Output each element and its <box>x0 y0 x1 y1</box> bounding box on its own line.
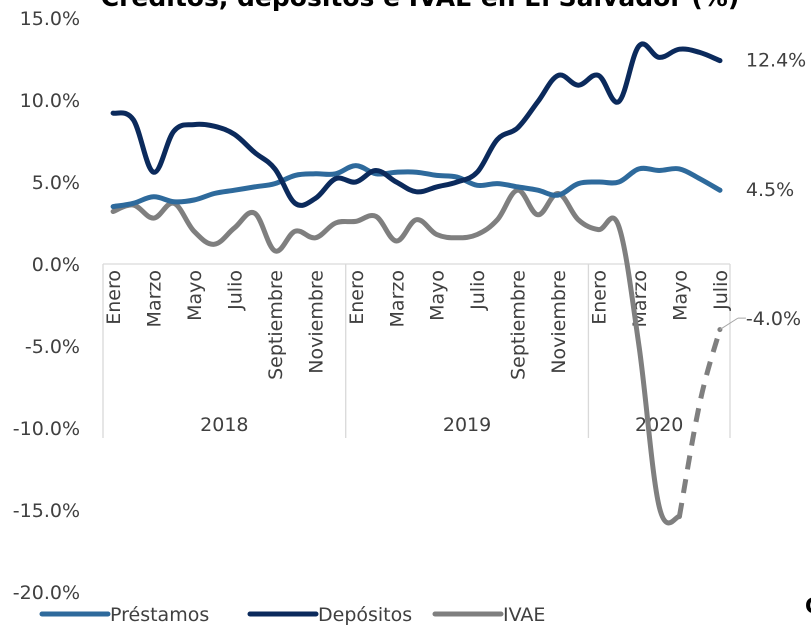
legend-label: Préstamos <box>110 604 209 626</box>
y-tick-label: 15.0% <box>20 8 80 30</box>
month-label: Mayo <box>427 270 449 321</box>
x-axis: Enero Marzo Mayo Julio Septiembre Noviembre En… <box>102 263 732 438</box>
y-tick-label: -15.0% <box>13 500 80 522</box>
y-tick-label: 5.0% <box>32 172 80 194</box>
month-label: Septiembre <box>508 270 530 380</box>
end-label-leader <box>719 317 739 331</box>
month-label: Mayo <box>184 270 206 321</box>
month-label: Enero <box>103 270 125 325</box>
series-line-depositos <box>110 41 723 208</box>
month-label: Noviembre <box>548 270 570 374</box>
legend: Préstamos Depósitos IVAE <box>39 604 545 626</box>
month-label: Marzo <box>144 270 166 327</box>
series-end-point <box>717 187 723 193</box>
month-label: Marzo <box>386 270 408 327</box>
month-label: Enero <box>346 270 368 325</box>
y-axis: 15.0% 10.0% 5.0% 0.0% -5.0% -10.0% -15.0% -20.0… <box>13 8 80 604</box>
y-tick-label: -10.0% <box>13 418 80 440</box>
end-value-label: 4.5% <box>746 179 794 201</box>
year-label: 2019 <box>443 414 491 436</box>
y-tick-label: 10.0% <box>20 90 80 112</box>
month-label: Mayo <box>669 270 691 321</box>
series-line-ivae-projection <box>676 328 723 518</box>
end-value-label: -4.0% <box>746 308 801 330</box>
series-end-point <box>717 58 723 64</box>
month-label: Julio <box>467 270 489 311</box>
year-label: 2020 <box>635 414 683 436</box>
month-label: Septiembre <box>265 270 287 380</box>
month-label: Noviembre <box>305 270 327 374</box>
chart-title: Créditos, depósitos e IVAE en El Salvado… <box>101 0 740 12</box>
legend-label: IVAE <box>503 604 545 626</box>
series-group: 4.5% 12.4% -4.0% <box>110 41 806 526</box>
month-label: Julio <box>224 270 246 311</box>
end-value-label: 12.4% <box>746 50 806 72</box>
month-label: Enero <box>589 270 611 325</box>
series-line-prestamos <box>110 163 723 210</box>
legend-label: Depósitos <box>318 604 412 626</box>
page-reference-letter: C <box>805 594 811 618</box>
y-tick-label: -5.0% <box>25 336 80 358</box>
y-tick-label: 0.0% <box>32 254 80 276</box>
y-tick-label: -20.0% <box>13 582 80 604</box>
series-line-ivae <box>110 187 682 526</box>
year-label: 2018 <box>200 414 248 436</box>
month-label: Julio <box>710 270 732 311</box>
